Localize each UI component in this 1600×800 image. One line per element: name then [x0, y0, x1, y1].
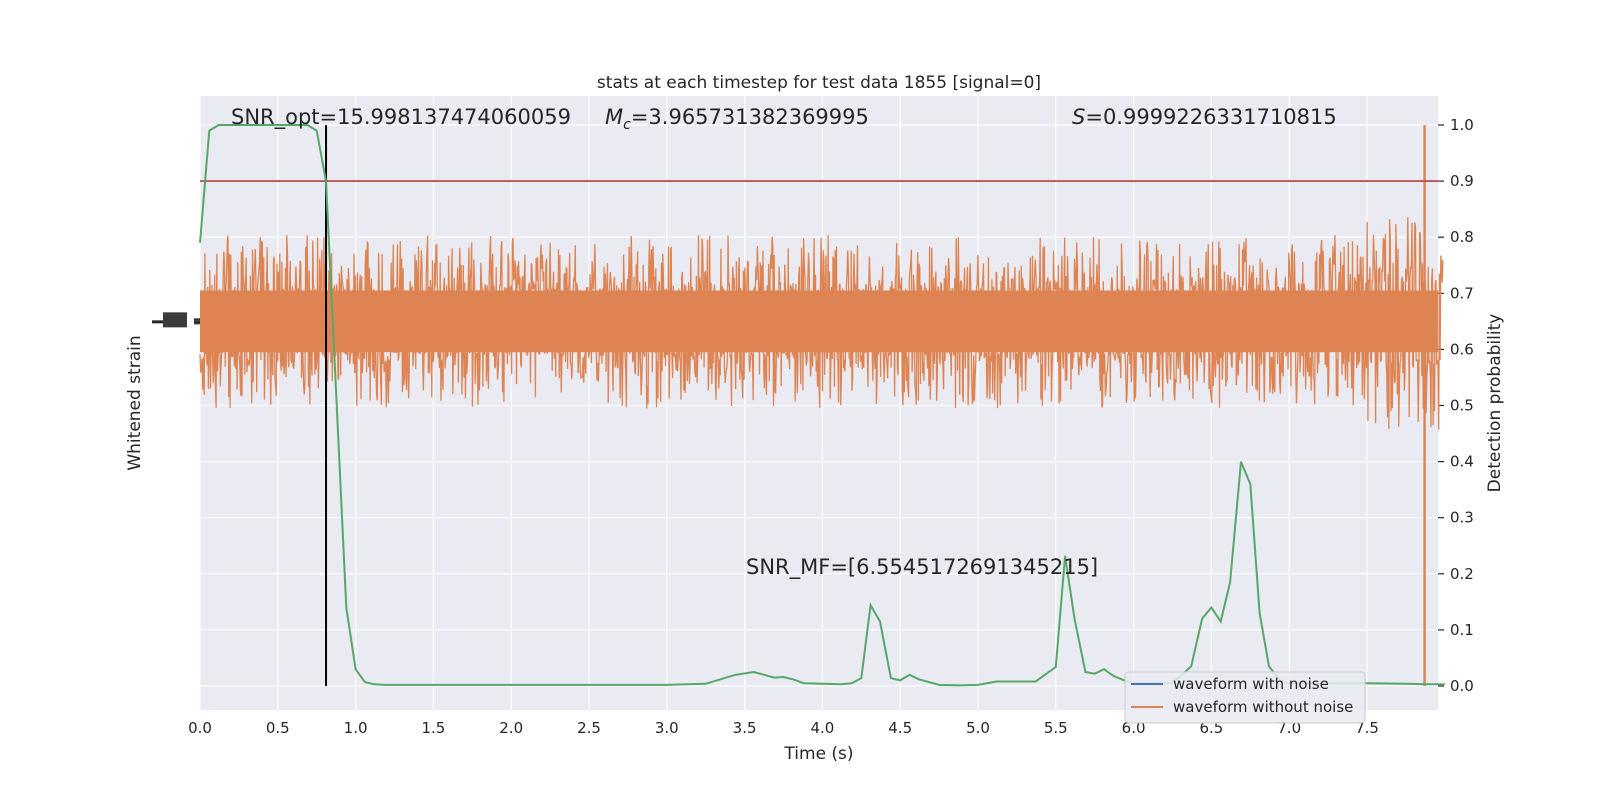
legend-box	[1124, 671, 1366, 724]
left-axis-label: Whitened strain	[125, 335, 145, 470]
legend: waveform with noise waveform without noi…	[1124, 671, 1366, 724]
chirp-mass-value: =3.965731382369995	[631, 105, 869, 129]
overlap-symbol: S	[1072, 105, 1085, 129]
x-tick-label: 1.0	[344, 719, 368, 737]
x-tick-label: 7.5	[1355, 719, 1379, 737]
snr-opt-annotation: SNR_opt=15.998137474060059	[231, 105, 571, 130]
x-tick-label: 5.0	[966, 719, 990, 737]
chirp-mass-symbol: M	[605, 105, 623, 129]
x-tick-label: 0.5	[266, 719, 290, 737]
right-tick-label: 0.2	[1450, 565, 1474, 583]
right-tick-label: 0.7	[1450, 284, 1474, 302]
x-tick-label: 3.0	[655, 719, 679, 737]
left-tick-labels-overlap	[163, 312, 187, 328]
chirp-mass-subscript: c	[623, 117, 631, 133]
chirp-mass-annotation: Mc=3.965731382369995	[605, 105, 869, 133]
x-tick-label: 4.5	[888, 719, 912, 737]
legend-label-without-noise: waveform without noise	[1173, 698, 1353, 716]
right-tick-label: 0.6	[1450, 340, 1474, 358]
snr-mf-annotation: SNR_MF=[6.5545172691345215]	[746, 555, 1098, 580]
x-axis-label: Time (s)	[783, 744, 853, 764]
x-tick-label: 5.5	[1044, 719, 1068, 737]
probability-line	[199, 124, 1445, 687]
x-tick-label: 0.0	[188, 719, 212, 737]
right-tick-label: 0.8	[1450, 228, 1474, 246]
right-tick-label: 0.4	[1450, 453, 1474, 471]
right-tick-label: 1.0	[1450, 116, 1474, 134]
right-tick-label: 0.0	[1450, 677, 1474, 695]
right-tick-label: 0.3	[1450, 509, 1474, 527]
right-axis-ticks: 0.0 0.1 0.2 0.3 0.4 0.5 0.6 0.7 0.8 0.9 1.0	[1438, 116, 1474, 695]
x-tick-label: 4.0	[810, 719, 834, 737]
chart-title: stats at each timestep for test data 185…	[597, 73, 1041, 93]
detection-probability-series	[199, 124, 1445, 687]
strain-core-band	[200, 290, 1438, 353]
left-axis-ticks	[152, 312, 200, 328]
left-tick-minus-sign	[152, 320, 163, 324]
x-tick-label: 2.0	[499, 719, 523, 737]
right-tick-label: 0.9	[1450, 172, 1474, 190]
overlap-value: =0.9999226331710815	[1085, 105, 1336, 129]
right-tick-label: 0.1	[1450, 621, 1474, 639]
right-axis-label: Detection probability	[1485, 314, 1505, 493]
x-axis-ticks: 0.0 0.5 1.0 1.5 2.0 2.5 3.0 3.5 4.0 4.5 5.0 5.5 6.0 6…	[188, 719, 1379, 737]
right-tick-label: 0.5	[1450, 397, 1474, 415]
overlap-annotation: S=0.9999226331710815	[1072, 105, 1337, 129]
x-tick-label: 1.5	[421, 719, 445, 737]
legend-label-with-noise: waveform with noise	[1173, 675, 1329, 693]
x-tick-label: 3.5	[733, 719, 757, 737]
x-tick-label: 2.5	[577, 719, 601, 737]
waveform-without-noise-series	[199, 125, 1444, 686]
